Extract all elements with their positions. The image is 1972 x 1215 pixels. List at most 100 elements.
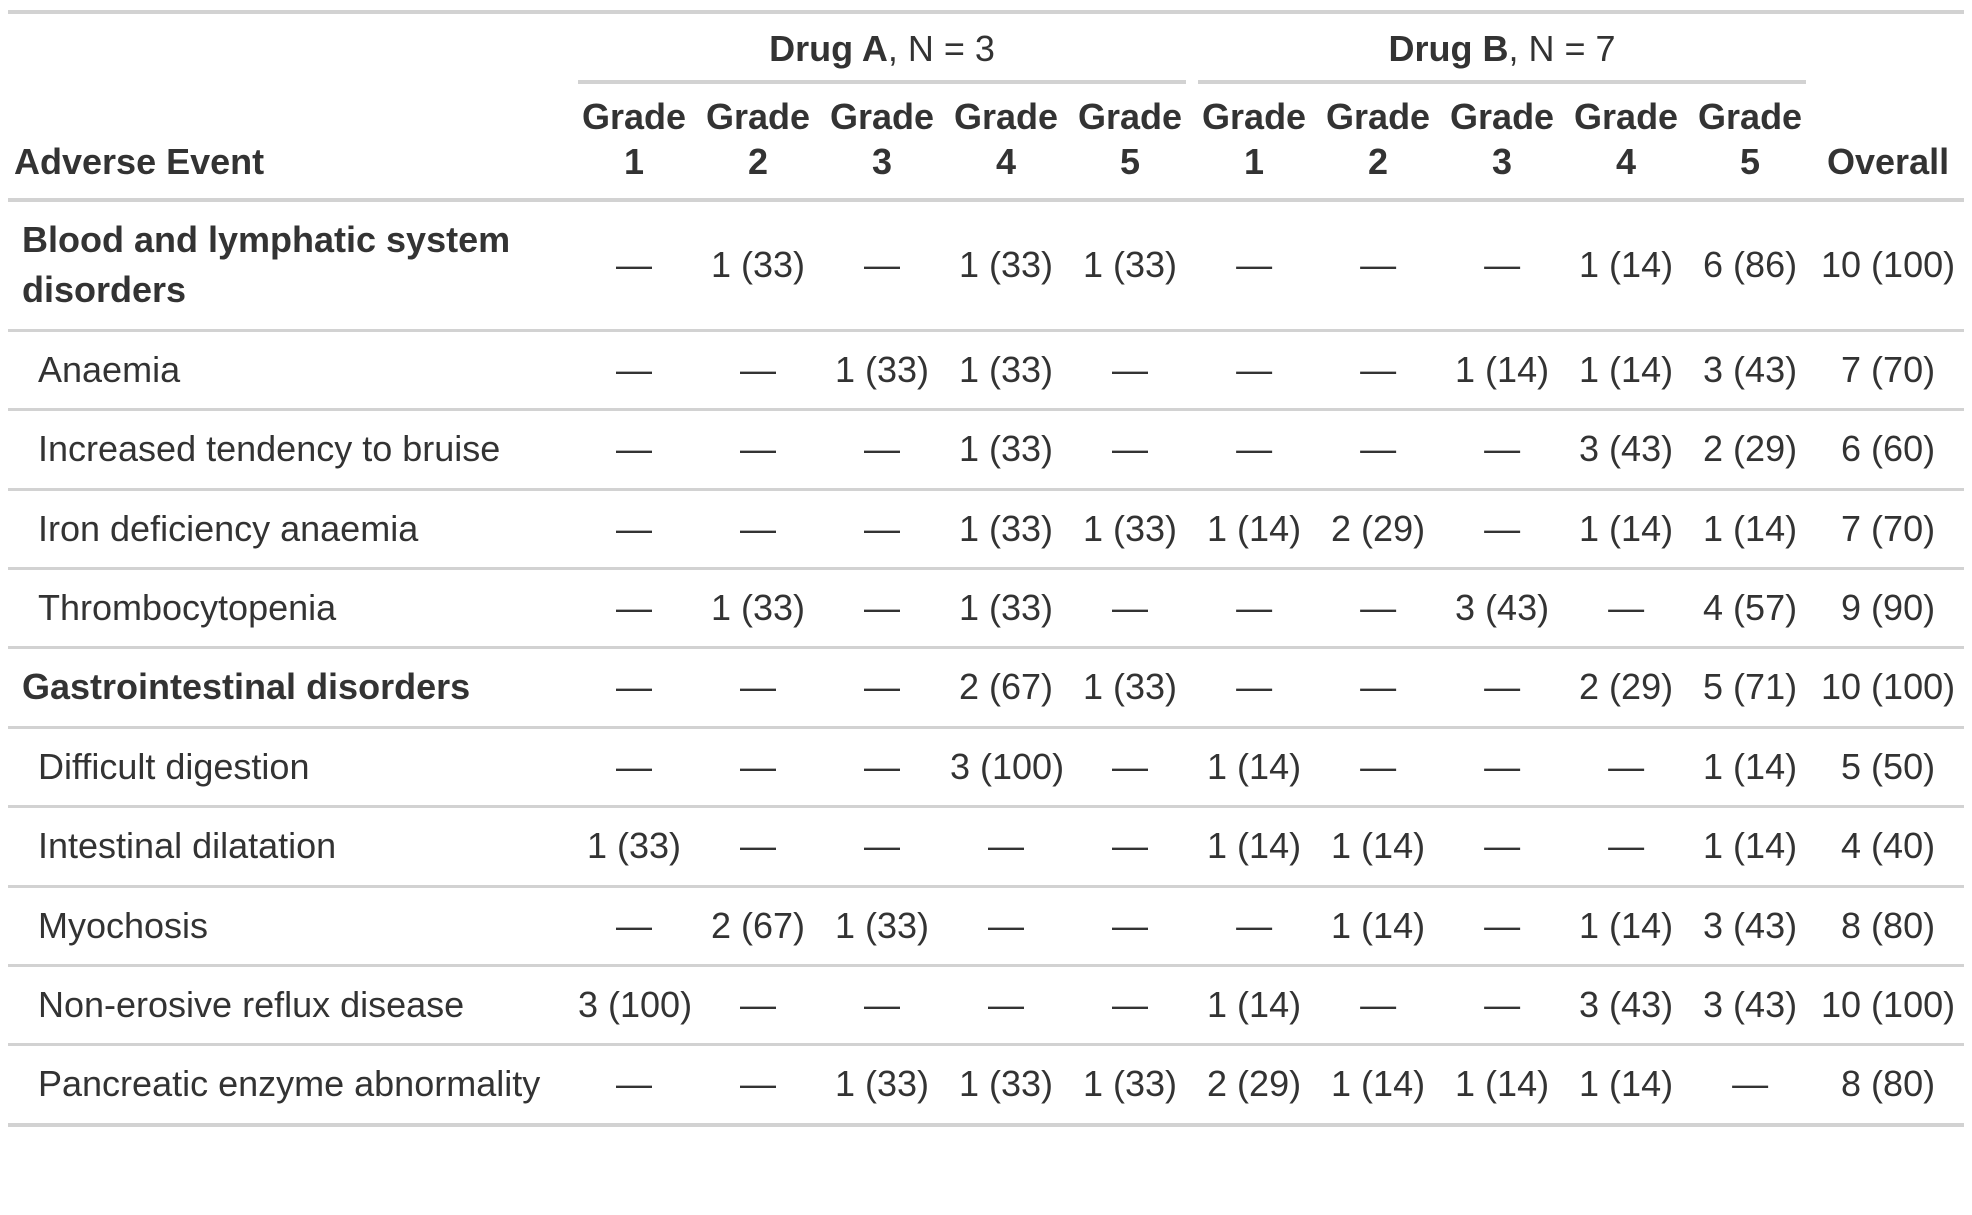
value-cell: 1 (33) xyxy=(1068,489,1193,570)
value-cell: — xyxy=(1316,965,1441,1047)
value-cell: 1 (14) xyxy=(1192,489,1317,570)
value-cell: — xyxy=(572,200,696,332)
value-cell: — xyxy=(696,489,820,570)
value-cell: 2 (29) xyxy=(1564,647,1689,729)
value-cell: 1 (33) xyxy=(820,330,944,412)
value-cell: — xyxy=(1316,568,1441,650)
value-cell: — xyxy=(1316,330,1441,412)
value-cell: 3 (100) xyxy=(944,727,1068,809)
value-cell: 1 (14) xyxy=(1316,1044,1441,1127)
value-cell: — xyxy=(820,409,944,491)
group-row-label: Gastrointestinal disorders xyxy=(8,647,572,729)
overall-header: Overall xyxy=(1812,84,1965,202)
value-cell: — xyxy=(572,1044,696,1127)
value-cell: 3 (43) xyxy=(1564,965,1689,1047)
drug-a-grade-3-header: Grade 3 xyxy=(820,84,944,202)
drug-b-grade-4-header: Grade 4 xyxy=(1564,84,1689,202)
value-cell: — xyxy=(1440,647,1565,729)
spanner-drug-b: Drug B, N = 7 xyxy=(1192,12,1812,84)
value-cell: — xyxy=(1068,965,1193,1047)
overall-cell: 5 (50) xyxy=(1812,727,1965,809)
value-cell: 4 (57) xyxy=(1688,568,1813,650)
group-row-label: Blood and lymphatic system disorders xyxy=(8,200,572,332)
drug-b-grade-3-header: Grade 3 xyxy=(1440,84,1565,202)
spanner-drug-a: Drug A, N = 3 xyxy=(572,12,1192,84)
overall-cell: 4 (40) xyxy=(1812,806,1965,888)
value-cell: — xyxy=(1440,886,1565,967)
value-cell: 1 (14) xyxy=(1564,200,1689,332)
value-cell: 1 (14) xyxy=(1316,806,1441,888)
table-row: Difficult digestion — — —3 (100) —1 (14) — — —1… xyxy=(8,727,1965,809)
value-cell: — xyxy=(1068,409,1193,491)
value-cell: — xyxy=(1192,200,1317,332)
spanner-overall-spacer xyxy=(1812,12,1964,84)
value-cell: 3 (43) xyxy=(1688,886,1813,967)
table-row: Increased tendency to bruise — — —1 (33) — — —… xyxy=(8,409,1965,491)
value-cell: 6 (86) xyxy=(1688,200,1813,332)
value-cell: — xyxy=(572,568,696,650)
value-cell: — xyxy=(1564,806,1689,888)
stub-header: Adverse Event xyxy=(8,84,572,202)
value-cell: 3 (43) xyxy=(1440,568,1565,650)
value-cell: 3 (43) xyxy=(1688,965,1813,1047)
value-cell: — xyxy=(820,965,944,1047)
drug-a-grade-2-header: Grade 2 xyxy=(696,84,820,202)
adverse-event-label: Intestinal dilatation xyxy=(8,806,572,888)
table-row: Iron deficiency anaemia — — —1 (33) 1 (33) 1 … xyxy=(8,489,1965,570)
value-cell: — xyxy=(572,409,696,491)
value-cell: — xyxy=(1316,200,1441,332)
value-cell: 1 (14) xyxy=(1688,489,1813,570)
spanner-stub-spacer xyxy=(8,12,572,84)
value-cell: 1 (33) xyxy=(1068,200,1193,332)
value-cell: — xyxy=(820,806,944,888)
value-cell: 1 (14) xyxy=(1564,886,1689,967)
drug-a-label: Drug A xyxy=(769,28,888,69)
value-cell: — xyxy=(820,647,944,729)
value-cell: — xyxy=(1564,568,1689,650)
overall-cell: 8 (80) xyxy=(1812,1044,1965,1127)
table-row: Non-erosive reflux disease 3 (100) — — — —1 (… xyxy=(8,965,1965,1047)
value-cell: — xyxy=(1440,200,1565,332)
overall-cell: 7 (70) xyxy=(1812,489,1965,570)
value-cell: 1 (14) xyxy=(1192,727,1317,809)
value-cell: — xyxy=(1316,727,1441,809)
value-cell: 1 (14) xyxy=(1440,1044,1565,1127)
drug-b-grade-2-header: Grade 2 xyxy=(1316,84,1441,202)
table-row: Intestinal dilatation 1 (33) — — — —1 (14) 1 (… xyxy=(8,806,1965,888)
value-cell: — xyxy=(1440,806,1565,888)
overall-cell: 6 (60) xyxy=(1812,409,1965,491)
value-cell: — xyxy=(1440,489,1565,570)
value-cell: 3 (43) xyxy=(1564,409,1689,491)
value-cell: — xyxy=(696,806,820,888)
value-cell: — xyxy=(572,727,696,809)
drug-a-grade-4-header: Grade 4 xyxy=(944,84,1068,202)
value-cell: — xyxy=(820,727,944,809)
value-cell: — xyxy=(820,568,944,650)
overall-cell: 10 (100) xyxy=(1812,647,1965,729)
value-cell: 1 (33) xyxy=(1068,647,1193,729)
adverse-event-label: Increased tendency to bruise xyxy=(8,409,572,491)
overall-cell: 10 (100) xyxy=(1812,965,1965,1047)
value-cell: 1 (14) xyxy=(1316,886,1441,967)
drug-b-grade-1-header: Grade 1 xyxy=(1192,84,1317,202)
value-cell: — xyxy=(1192,330,1317,412)
value-cell: 1 (14) xyxy=(1688,806,1813,888)
value-cell: 1 (33) xyxy=(820,886,944,967)
value-cell: 1 (33) xyxy=(820,1044,944,1127)
value-cell: — xyxy=(1068,727,1193,809)
value-cell: — xyxy=(696,1044,820,1127)
value-cell: — xyxy=(944,806,1068,888)
value-cell: 1 (14) xyxy=(1192,965,1317,1047)
adverse-event-label: Anaemia xyxy=(8,330,572,412)
value-cell: 2 (67) xyxy=(944,647,1068,729)
table-row: Gastrointestinal disorders — — —2 (67) 1 (33… xyxy=(8,647,1965,729)
value-cell: — xyxy=(696,647,820,729)
value-cell: 1 (14) xyxy=(1564,1044,1689,1127)
value-cell: — xyxy=(820,200,944,332)
drug-a-grade-1-header: Grade 1 xyxy=(572,84,696,202)
value-cell: 1 (33) xyxy=(944,1044,1068,1127)
drug-a-grade-5-header: Grade 5 xyxy=(1068,84,1193,202)
value-cell: 5 (71) xyxy=(1688,647,1813,729)
column-header-row: Adverse Event Grade 1 Grade 2 Grade 3 Grade… xyxy=(8,84,1965,202)
value-cell: — xyxy=(1440,409,1565,491)
